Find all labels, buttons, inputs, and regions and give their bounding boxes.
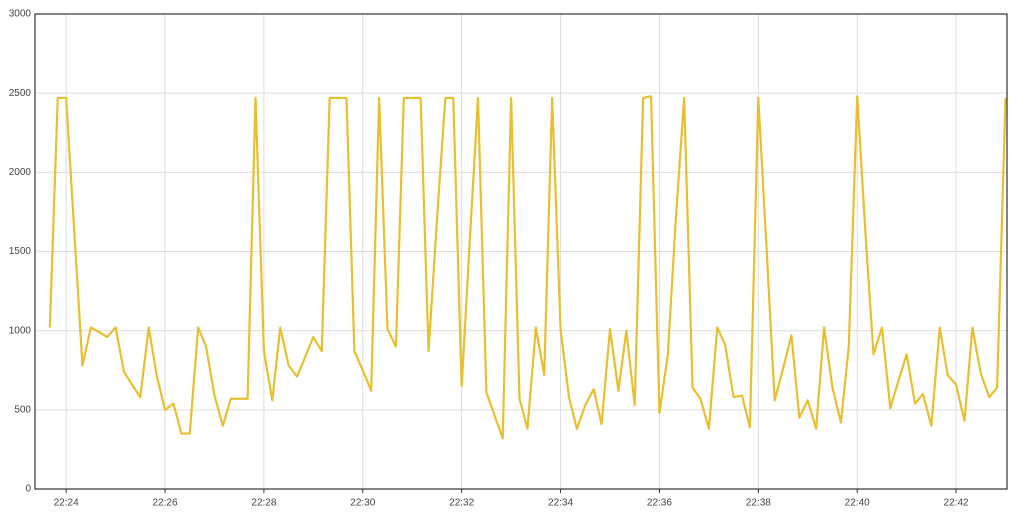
- x-tick-label: 22:28: [251, 498, 276, 509]
- y-tick-label: 3000: [9, 9, 32, 20]
- x-tick-label: 22:32: [449, 498, 474, 509]
- x-tick-label: 22:24: [54, 498, 79, 509]
- x-tick-label: 22:38: [746, 498, 771, 509]
- x-tick-label: 22:30: [350, 498, 375, 509]
- x-tick-label: 22:36: [647, 498, 672, 509]
- x-tick-label: 22:40: [845, 498, 870, 509]
- y-tick-label: 2500: [9, 88, 32, 99]
- x-tick-label: 22:42: [944, 498, 969, 509]
- data-line: [48, 95, 1007, 440]
- x-tick-label: 22:34: [548, 498, 573, 509]
- y-tick-label: 1000: [9, 325, 32, 336]
- plot-border: [34, 13, 1008, 490]
- x-tick-label: 22:26: [153, 498, 178, 509]
- y-tick-label: 0: [25, 484, 31, 495]
- marks: [48, 95, 1007, 440]
- y-tick-label: 1500: [9, 246, 32, 257]
- labels: 0 500 1000 1500 2000 2500 3000 22:24 22:26 22:28 2…: [9, 9, 969, 509]
- y-tick-label: 500: [14, 404, 31, 415]
- y-tick-label: 2000: [9, 167, 32, 178]
